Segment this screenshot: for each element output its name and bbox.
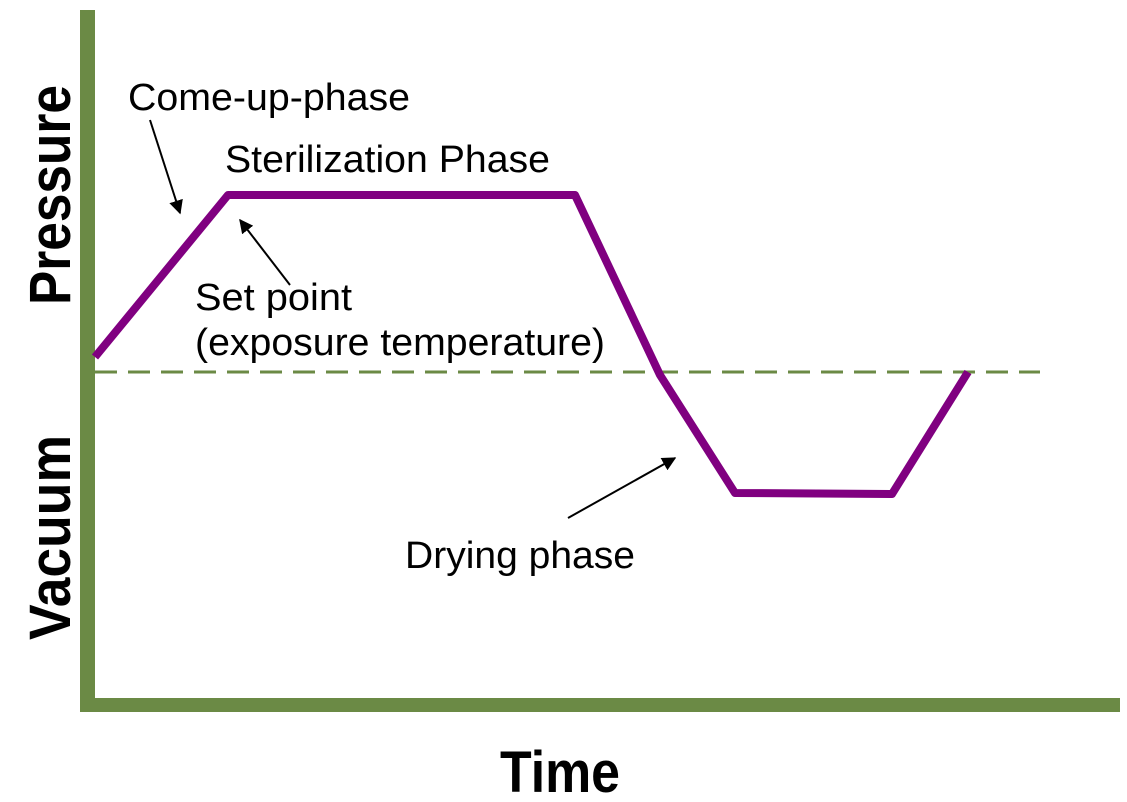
annotation: Drying phase <box>405 535 635 577</box>
annotation: Set point <box>195 277 352 319</box>
pressure-curve <box>91 191 972 498</box>
x-axis <box>80 698 1120 712</box>
arrow <box>149 119 183 215</box>
y-axis-label: Pressure <box>18 85 83 305</box>
arrow <box>567 457 677 519</box>
annotation: Sterilization Phase <box>225 139 550 181</box>
annotation: Come-up-phase <box>128 77 410 119</box>
annotation: (exposure temperature) <box>195 322 605 364</box>
arrow <box>239 218 291 286</box>
y-axis-label: Vacuum <box>18 435 83 640</box>
x-axis-label: Time <box>500 740 620 802</box>
y-axis <box>80 10 95 712</box>
